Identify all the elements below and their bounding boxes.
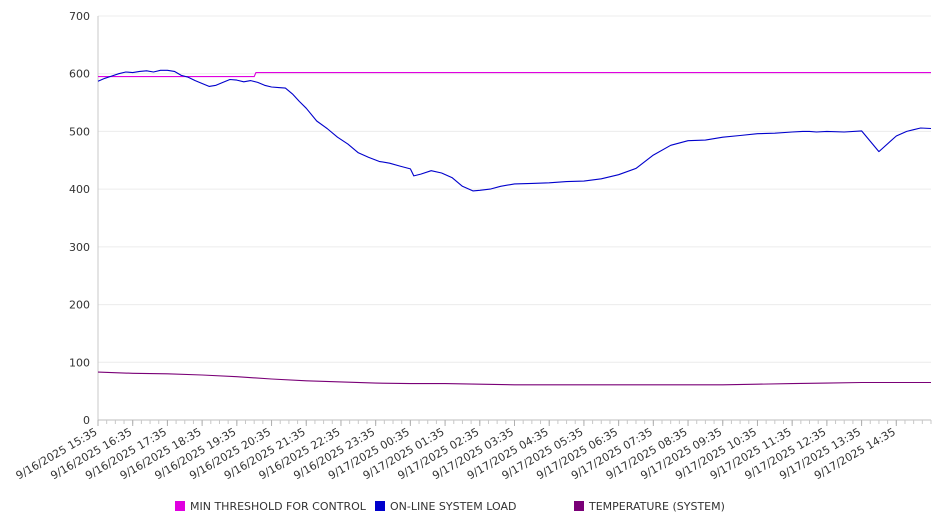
legend-item-temperature[interactable]: TEMPERATURE (SYSTEM): [574, 496, 725, 516]
y-tick-label: 200: [69, 299, 90, 312]
legend-item-system-load[interactable]: ON-LINE SYSTEM LOAD: [375, 496, 516, 516]
y-tick-label: 100: [69, 356, 90, 369]
y-tick-label: 300: [69, 241, 90, 254]
series-line-min-threshold-for-control: [98, 72, 931, 78]
legend-label-temperature: TEMPERATURE (SYSTEM): [589, 499, 725, 513]
legend-label-system-load: ON-LINE SYSTEM LOAD: [390, 499, 517, 513]
y-tick-label: 500: [69, 125, 90, 138]
y-tick-label: 400: [69, 183, 90, 196]
series-line-on-line-system-load: [97, 69, 932, 192]
y-tick-label: 0: [83, 414, 90, 427]
y-tick-label: 700: [69, 10, 90, 23]
legend-swatch-min-threshold: [175, 501, 185, 511]
legend-swatch-temperature: [574, 501, 584, 511]
legend-swatch-system-load: [375, 501, 385, 511]
series-line-temperature-system: [97, 371, 931, 386]
chart-legend: MIN THRESHOLD FOR CONTROL ON-LINE SYSTEM…: [0, 496, 946, 516]
legend-item-min-threshold[interactable]: MIN THRESHOLD FOR CONTROL: [175, 496, 366, 516]
y-tick-label: 600: [69, 68, 90, 81]
legend-label-min-threshold: MIN THRESHOLD FOR CONTROL: [190, 499, 366, 513]
